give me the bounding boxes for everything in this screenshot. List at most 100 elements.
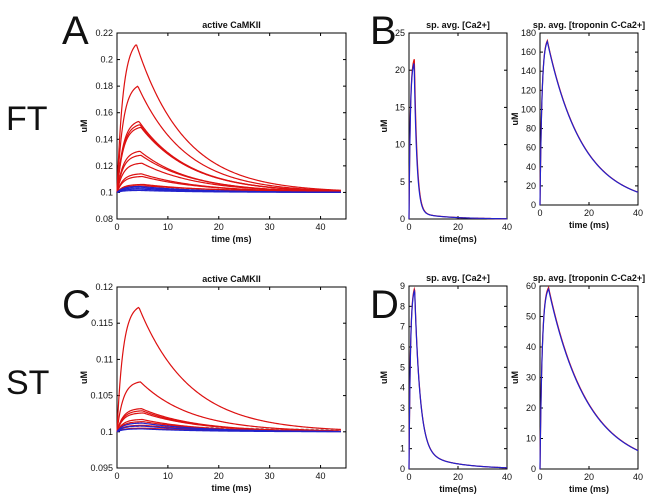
x-tick-label: 20 — [453, 222, 463, 232]
series-line-blue-1 — [539, 287, 639, 470]
y-tick-label: 40 — [526, 342, 536, 352]
x-tick-label: 40 — [633, 208, 643, 218]
y-tick-label: 140 — [521, 66, 536, 76]
x-axis-label: time (ms) — [569, 220, 609, 230]
y-tick-label: 0.095 — [90, 463, 113, 473]
y-tick-label: 0 — [400, 214, 405, 224]
y-tick-label: 0 — [531, 200, 536, 210]
chart-title: sp. avg. [troponin C-Ca2+] — [533, 20, 645, 30]
y-tick-label: 0.105 — [90, 391, 113, 401]
x-tick-label: 40 — [502, 472, 512, 482]
chart-title: active CaMKII — [202, 274, 261, 284]
y-tick-label: 20 — [526, 403, 536, 413]
x-tick-label: 20 — [214, 471, 224, 481]
plot-frame — [539, 32, 639, 206]
x-tick-label: 30 — [265, 471, 275, 481]
x-tick-label: 40 — [633, 472, 643, 482]
y-tick-label: 5 — [400, 362, 405, 372]
plot-frame — [408, 32, 508, 220]
panel-letter-c: C — [62, 283, 91, 327]
chart-title: sp. avg. [Ca2+] — [426, 273, 490, 283]
y-tick-label: 3 — [400, 403, 405, 413]
row-label-st: ST — [6, 364, 49, 402]
y-tick-label: 50 — [526, 312, 536, 322]
y-tick-label: 180 — [521, 28, 536, 38]
x-tick-label: 20 — [584, 472, 594, 482]
x-tick-label: 10 — [163, 471, 173, 481]
y-tick-label: 0.18 — [95, 81, 113, 91]
series-line-red-12 — [116, 185, 341, 193]
x-tick-label: 30 — [265, 222, 275, 232]
y-tick-label: 0.16 — [95, 108, 113, 118]
y-tick-label: 0.12 — [95, 282, 113, 292]
chart-title: active CaMKII — [202, 20, 261, 30]
y-tick-label: 5 — [400, 177, 405, 187]
series-line-blue-1 — [408, 288, 508, 470]
x-tick-label: 0 — [406, 222, 411, 232]
series-line-red-2 — [116, 381, 341, 432]
y-axis-label: uM — [510, 113, 520, 126]
x-tick-label: 40 — [316, 471, 326, 481]
y-tick-label: 0 — [400, 464, 405, 474]
chart-st-troponin: sp. avg. [troponin C-Ca2+] 0 20 40 0 10 20 30 40… — [510, 273, 645, 494]
y-tick-label: 10 — [526, 434, 536, 444]
y-axis-label: uM — [379, 120, 389, 133]
y-tick-label: 4 — [400, 383, 405, 393]
y-axis-label: uM — [379, 371, 389, 384]
plot-frame — [116, 286, 347, 469]
y-tick-label: 6 — [400, 342, 405, 352]
y-tick-label: 0.115 — [91, 318, 113, 328]
panel-letter-d: D — [370, 283, 399, 327]
series-line-blue-1 — [408, 63, 507, 220]
x-tick-label: 0 — [537, 208, 542, 218]
x-tick-label: 40 — [502, 222, 512, 232]
x-tick-label: 0 — [537, 472, 542, 482]
y-axis-label: uM — [510, 371, 520, 384]
y-tick-label: 15 — [395, 102, 405, 112]
plot-frame — [408, 285, 508, 470]
chart-st-ca: sp. avg. [Ca2+] 0 20 40 0 1 2 3 4 5 6 7 8 9 time(ms) uM — [379, 273, 512, 494]
panel-letter-b: B — [370, 9, 397, 53]
y-axis-label: uM — [79, 371, 89, 384]
x-axis-label: time(ms) — [439, 234, 477, 244]
y-tick-label: 0.11 — [96, 354, 113, 364]
series-line-blue-1 — [539, 39, 639, 206]
x-tick-label: 0 — [406, 472, 411, 482]
y-tick-label: 160 — [521, 47, 536, 57]
y-tick-label: 9 — [400, 281, 405, 291]
x-tick-label: 0 — [114, 471, 119, 481]
chart-title: sp. avg. [Ca2+] — [426, 20, 490, 30]
series-line-blue-4 — [116, 189, 341, 194]
y-tick-label: 40 — [526, 162, 536, 172]
y-tick-label: 7 — [400, 322, 405, 332]
chart-ft-camkii: active CaMKII 0 10 20 30 40 0.08 0.1 0.12 0.14 0.1… — [79, 20, 347, 244]
series-line-red-1 — [116, 44, 341, 193]
x-tick-label: 10 — [163, 222, 173, 232]
y-tick-label: 0 — [531, 464, 536, 474]
series-line-red-1 — [116, 306, 341, 432]
x-tick-label: 20 — [453, 472, 463, 482]
series-line-red-2 — [116, 85, 341, 193]
y-tick-label: 20 — [395, 65, 405, 75]
row-label-ft: FT — [6, 100, 48, 138]
y-tick-label: 120 — [521, 85, 536, 95]
y-tick-label: 0.1 — [100, 187, 113, 197]
y-tick-label: 0.2 — [100, 55, 113, 65]
x-tick-label: 20 — [584, 208, 594, 218]
chart-ft-troponin: sp. avg. [troponin C-Ca2+] 0 20 40 0 20 40 60 80… — [510, 20, 645, 230]
y-tick-label: 25 — [395, 28, 405, 38]
y-tick-label: 0.08 — [95, 214, 113, 224]
y-tick-label: 0.14 — [95, 134, 113, 144]
y-tick-label: 20 — [526, 181, 536, 191]
y-tick-label: 0.1 — [100, 427, 113, 437]
y-tick-label: 10 — [395, 140, 405, 150]
y-tick-label: 60 — [526, 143, 536, 153]
y-tick-label: 80 — [526, 124, 536, 134]
y-axis-label: uM — [79, 120, 89, 133]
panel-letter-a: A — [62, 9, 89, 53]
series-line-blue-3 — [116, 428, 341, 433]
y-tick-label: 30 — [526, 373, 536, 383]
y-tick-label: 8 — [400, 301, 405, 311]
y-tick-label: 2 — [400, 423, 405, 433]
